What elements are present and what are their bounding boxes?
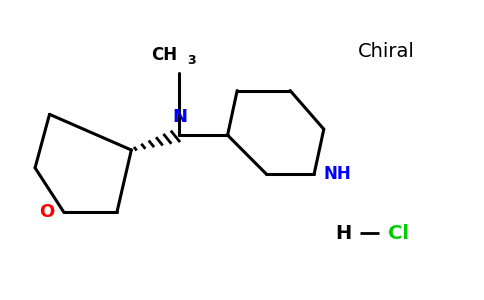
Text: NH: NH — [324, 165, 351, 183]
Text: Cl: Cl — [388, 224, 409, 243]
Text: H: H — [335, 224, 351, 243]
Text: 3: 3 — [187, 54, 196, 67]
Text: Chiral: Chiral — [358, 42, 415, 62]
Text: CH: CH — [151, 46, 177, 64]
Text: O: O — [40, 203, 55, 221]
Text: N: N — [172, 108, 187, 126]
